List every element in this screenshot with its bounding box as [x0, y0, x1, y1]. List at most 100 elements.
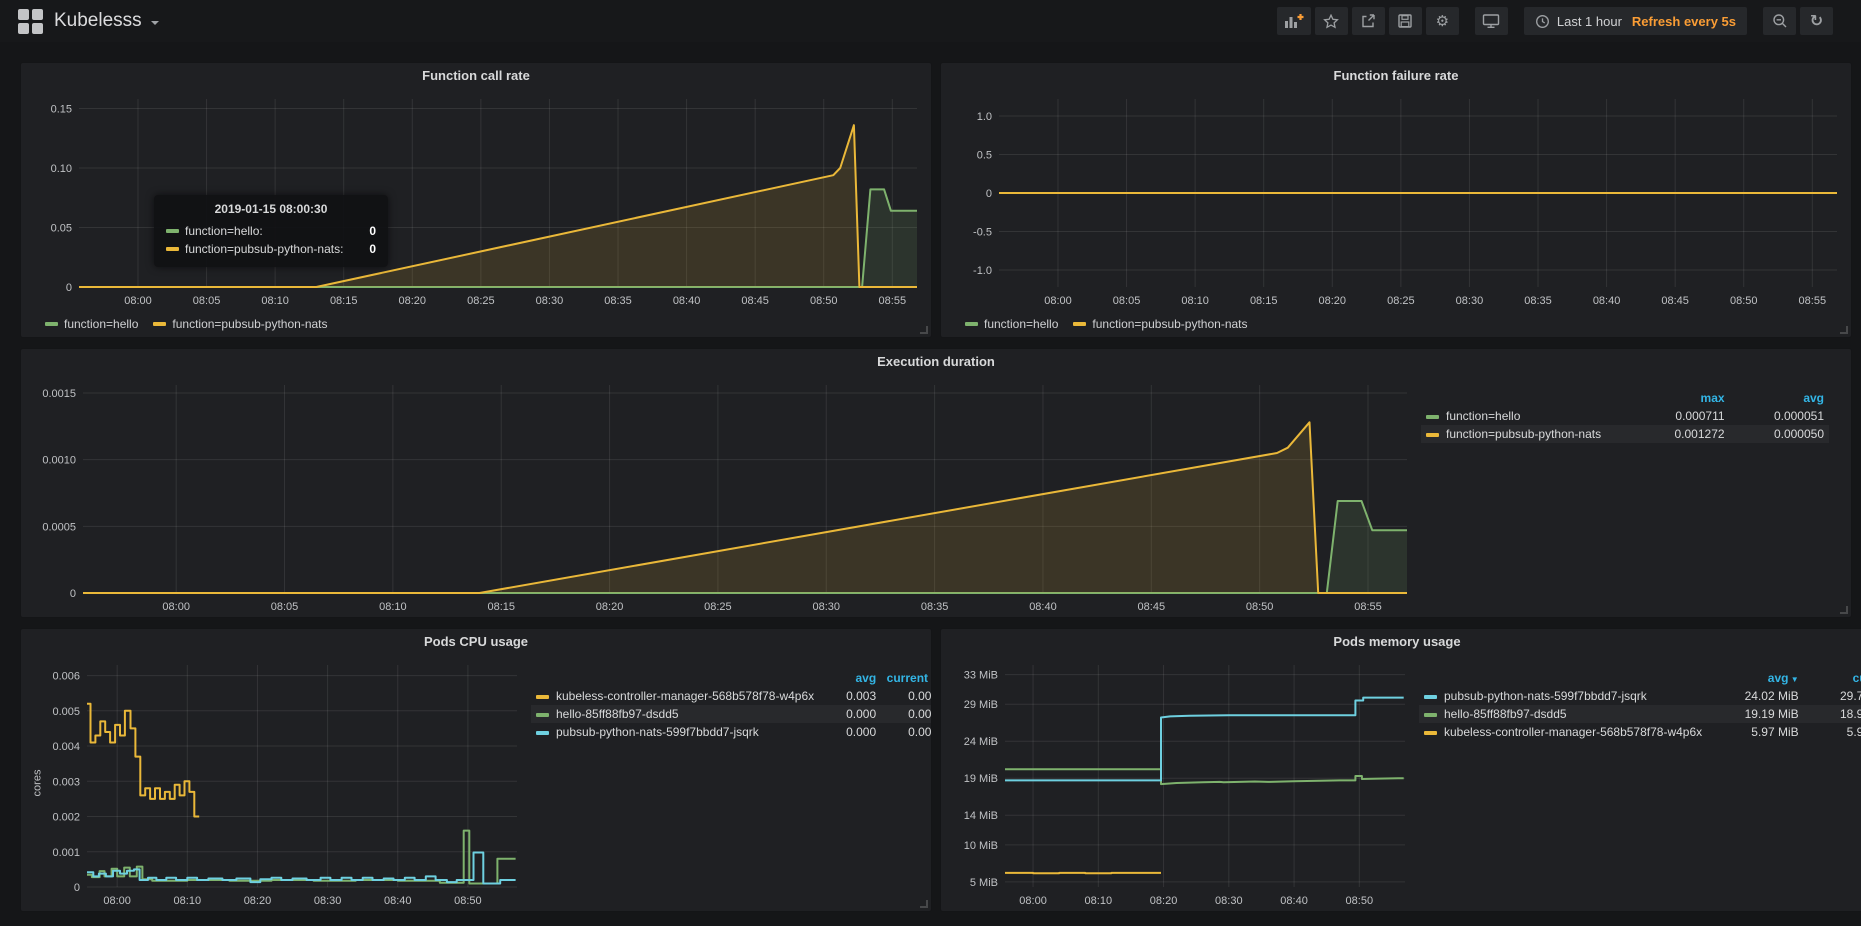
svg-text:08:15: 08:15 [330, 295, 358, 307]
svg-text:0.005: 0.005 [52, 706, 80, 718]
svg-text:08:00: 08:00 [1044, 295, 1072, 307]
panel-title[interactable]: Pods memory usage [1333, 634, 1461, 649]
legend-series-name[interactable]: function=hello [1421, 407, 1630, 425]
legend-value: 0.001 [908, 707, 932, 721]
legend-series-name[interactable]: function=pubsub-python-nats [1421, 425, 1630, 443]
function-call-rate-chart[interactable]: 08:00 08:05 08:10 08:15 08:20 08:25 08:30 08:35… [21, 89, 931, 311]
pods-cpu-usage-chart[interactable]: cores 08:00 08:10 08:20 08:30 08:40 08:50 0 0.0… [21, 655, 531, 911]
svg-text:0.006: 0.006 [52, 671, 80, 683]
legend-sort-header[interactable]: current ▼ [886, 671, 931, 685]
svg-text:08:55: 08:55 [879, 295, 907, 307]
svg-text:-0.5: -0.5 [973, 227, 992, 239]
svg-text:08:30: 08:30 [536, 295, 564, 307]
star-icon [1323, 13, 1340, 29]
panel-title[interactable]: Execution duration [877, 354, 995, 369]
pods-memory-usage-chart[interactable]: 08:00 08:10 08:20 08:30 08:40 08:50 5 MiB 10 Mi… [941, 655, 1419, 911]
legend-sort-header[interactable]: avg ▼ [1767, 671, 1799, 685]
svg-text:0.5: 0.5 [977, 149, 992, 161]
grafana-logo[interactable] [18, 8, 43, 34]
svg-text:0.003: 0.003 [52, 776, 80, 788]
legend-value: 5.97 MiB [1751, 725, 1799, 739]
tooltip-series-name: function=pubsub-python-nats: [185, 242, 344, 256]
legend-item[interactable]: function=hello [965, 317, 1058, 331]
execution-duration-chart[interactable]: 08:00 08:05 08:10 08:15 08:20 08:25 08:30 08:35… [21, 375, 1421, 617]
series-swatch [153, 322, 167, 326]
svg-text:0: 0 [70, 588, 76, 600]
share-button[interactable] [1351, 7, 1385, 35]
series-swatch [45, 322, 58, 326]
svg-text:08:05: 08:05 [193, 295, 221, 307]
function-failure-rate-chart[interactable]: 08:00 08:05 08:10 08:15 08:20 08:25 08:30 08:35… [941, 89, 1851, 311]
series-swatch [1426, 432, 1439, 437]
settings-button[interactable]: ⚙ [1425, 7, 1459, 35]
legend-sort-header[interactable]: max [1700, 391, 1725, 405]
save-button[interactable] [1388, 7, 1422, 35]
legend-series-name[interactable]: kubeless-controller-manager-568b578f78-w… [531, 687, 819, 705]
legend-row: pubsub-python-nats-599f7bbdd7-jsqrk 24.02… [1419, 687, 1861, 705]
legend-table: avg ▼ current pubsub-python-nats-599f7bbdd… [1419, 655, 1861, 911]
legend-label: function=pubsub-python-nats [172, 317, 328, 331]
legend-item[interactable]: function=pubsub-python-nats [153, 317, 328, 331]
svg-text:0.15: 0.15 [51, 104, 72, 116]
legend-value: 0.000050 [1773, 427, 1824, 441]
legend-row: function=pubsub-python-nats 0.001272 0.000… [1421, 425, 1829, 443]
panel-title[interactable]: Function call rate [422, 68, 530, 83]
legend-series-name[interactable]: pubsub-python-nats-599f7bbdd7-jsqrk [1419, 687, 1708, 705]
legend-value: 29.79 MiB [1839, 689, 1861, 703]
svg-text:08:35: 08:35 [604, 295, 632, 307]
panel-title[interactable]: Pods CPU usage [423, 634, 529, 649]
time-picker[interactable]: Last 1 hour Refresh every 5s [1523, 7, 1747, 35]
svg-text:0.001: 0.001 [52, 847, 80, 859]
legend-series-name[interactable]: hello-85ff88fb97-dsdd5 [1419, 705, 1708, 723]
dashboard-title-menu[interactable]: Kubelesss [54, 10, 159, 32]
series-swatch [166, 229, 179, 233]
svg-text:08:50: 08:50 [1730, 295, 1758, 307]
svg-text:0.0010: 0.0010 [42, 455, 76, 467]
svg-text:08:00: 08:00 [162, 601, 190, 613]
legend-value: 19.19 MiB [1744, 707, 1799, 721]
series-swatch [1424, 712, 1437, 717]
svg-text:08:30: 08:30 [1456, 295, 1484, 307]
cycle-view-button[interactable] [1474, 7, 1508, 35]
panel-pods-memory-usage: Pods memory usage 08:00 08:10 08:20 08:30 08… [940, 628, 1861, 912]
legend-row: kubeless-controller-manager-568b578f78-w… [1419, 723, 1861, 741]
graph-tooltip: 2019-01-15 08:00:30 function=hello: 0 fu… [154, 195, 388, 267]
svg-text:08:50: 08:50 [454, 895, 482, 907]
svg-text:0.004: 0.004 [52, 741, 80, 753]
legend-item[interactable]: function=pubsub-python-nats [1073, 317, 1248, 331]
tooltip-series-value: 0 [369, 242, 376, 256]
time-range-label: Last 1 hour [1556, 13, 1622, 29]
panel-title[interactable]: Function failure rate [1333, 68, 1459, 83]
svg-text:08:40: 08:40 [673, 295, 701, 307]
legend-sort-header[interactable]: avg [855, 671, 877, 685]
legend: function=hello function=pubsub-python-nat… [941, 311, 1851, 337]
legend-sort-header[interactable]: current [1852, 671, 1861, 685]
star-button[interactable] [1314, 7, 1348, 35]
svg-text:08:40: 08:40 [1280, 895, 1308, 907]
svg-text:08:50: 08:50 [1246, 601, 1274, 613]
svg-text:0: 0 [66, 282, 72, 294]
add-panel-button[interactable] [1276, 7, 1311, 35]
add-panel-icon [1284, 14, 1304, 28]
legend-row: hello-85ff88fb97-dsdd5 19.19 MiB 18.93 MiB [1419, 705, 1861, 723]
clock-icon [1535, 14, 1549, 28]
refresh-button[interactable]: ↻ [1800, 7, 1833, 35]
svg-text:08:30: 08:30 [314, 895, 342, 907]
svg-text:-1.0: -1.0 [973, 265, 992, 277]
navbar-actions: ⚙ Last 1 hour Refresh every 5s ↻ [1273, 7, 1833, 35]
legend-item[interactable]: function=hello [45, 317, 138, 331]
dashboard-grid: Function call rate 08:00 08:05 08:10 08:15 0… [0, 42, 1861, 926]
series-swatch [1424, 694, 1437, 699]
legend-series-name[interactable]: hello-85ff88fb97-dsdd5 [531, 705, 819, 723]
svg-text:08:10: 08:10 [1085, 895, 1113, 907]
legend-sort-header[interactable]: avg [1803, 391, 1824, 405]
legend-row: kubeless-controller-manager-568b578f78-w… [531, 687, 931, 705]
legend-value: 0.000 [846, 725, 877, 739]
svg-text:0.0005: 0.0005 [42, 521, 76, 533]
legend-series-name[interactable]: pubsub-python-nats-599f7bbdd7-jsqrk [531, 723, 819, 741]
chart-canvas: 08:00 08:10 08:20 08:30 08:40 08:50 5 MiB 10 Mi… [964, 665, 1405, 907]
legend-series-name[interactable]: kubeless-controller-manager-568b578f78-w… [1419, 723, 1708, 741]
zoom-out-button[interactable] [1763, 7, 1796, 35]
svg-text:08:20: 08:20 [399, 295, 427, 307]
svg-text:08:55: 08:55 [1354, 601, 1382, 613]
